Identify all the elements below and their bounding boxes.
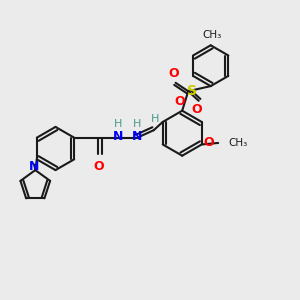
Text: H: H (113, 119, 122, 129)
Text: O: O (174, 95, 184, 108)
Text: O: O (168, 67, 178, 80)
Text: H: H (151, 114, 159, 124)
Text: H: H (133, 119, 141, 129)
Text: O: O (93, 160, 104, 172)
Text: S: S (187, 84, 197, 98)
Text: CH₃: CH₃ (202, 30, 222, 40)
Text: O: O (203, 136, 214, 149)
Text: N: N (132, 130, 142, 143)
Text: N: N (112, 130, 123, 143)
Text: CH₃: CH₃ (229, 138, 248, 148)
Text: N: N (29, 160, 40, 173)
Text: O: O (192, 103, 202, 116)
